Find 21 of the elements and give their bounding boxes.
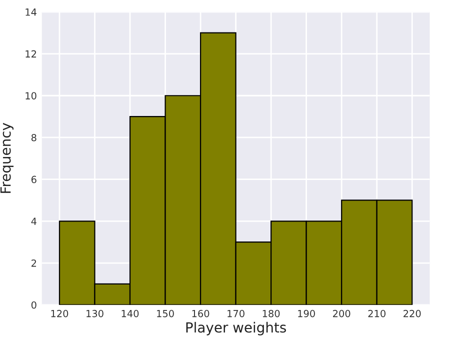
x-tick-label: 120 <box>51 310 68 318</box>
y-tick-label: 0 <box>31 301 36 309</box>
x-tick-label: 220 <box>404 310 421 318</box>
x-tick-label: 150 <box>157 310 174 318</box>
y-tick-label: 6 <box>31 176 36 184</box>
y-tick-label: 4 <box>31 218 36 225</box>
x-tick-label: 170 <box>228 310 244 318</box>
x-tick-label: 180 <box>262 310 280 318</box>
x-tick-label: 210 <box>368 310 386 318</box>
y-tick-label: 12 <box>26 50 36 58</box>
x-tick-label: 200 <box>333 310 350 318</box>
y-axis-title: Frequency <box>0 122 14 193</box>
x-tick-label: 190 <box>298 310 315 318</box>
y-tick-label: 2 <box>32 259 36 267</box>
x-tick-label: 160 <box>192 310 210 318</box>
x-tick-label: 130 <box>86 310 104 318</box>
y-tick-label: 10 <box>26 92 36 100</box>
x-axis-title: Player weights <box>186 322 286 336</box>
x-tick-label: 140 <box>122 310 139 318</box>
y-tick-label: 14 <box>26 8 36 16</box>
y-tick-label: 8 <box>31 134 36 142</box>
